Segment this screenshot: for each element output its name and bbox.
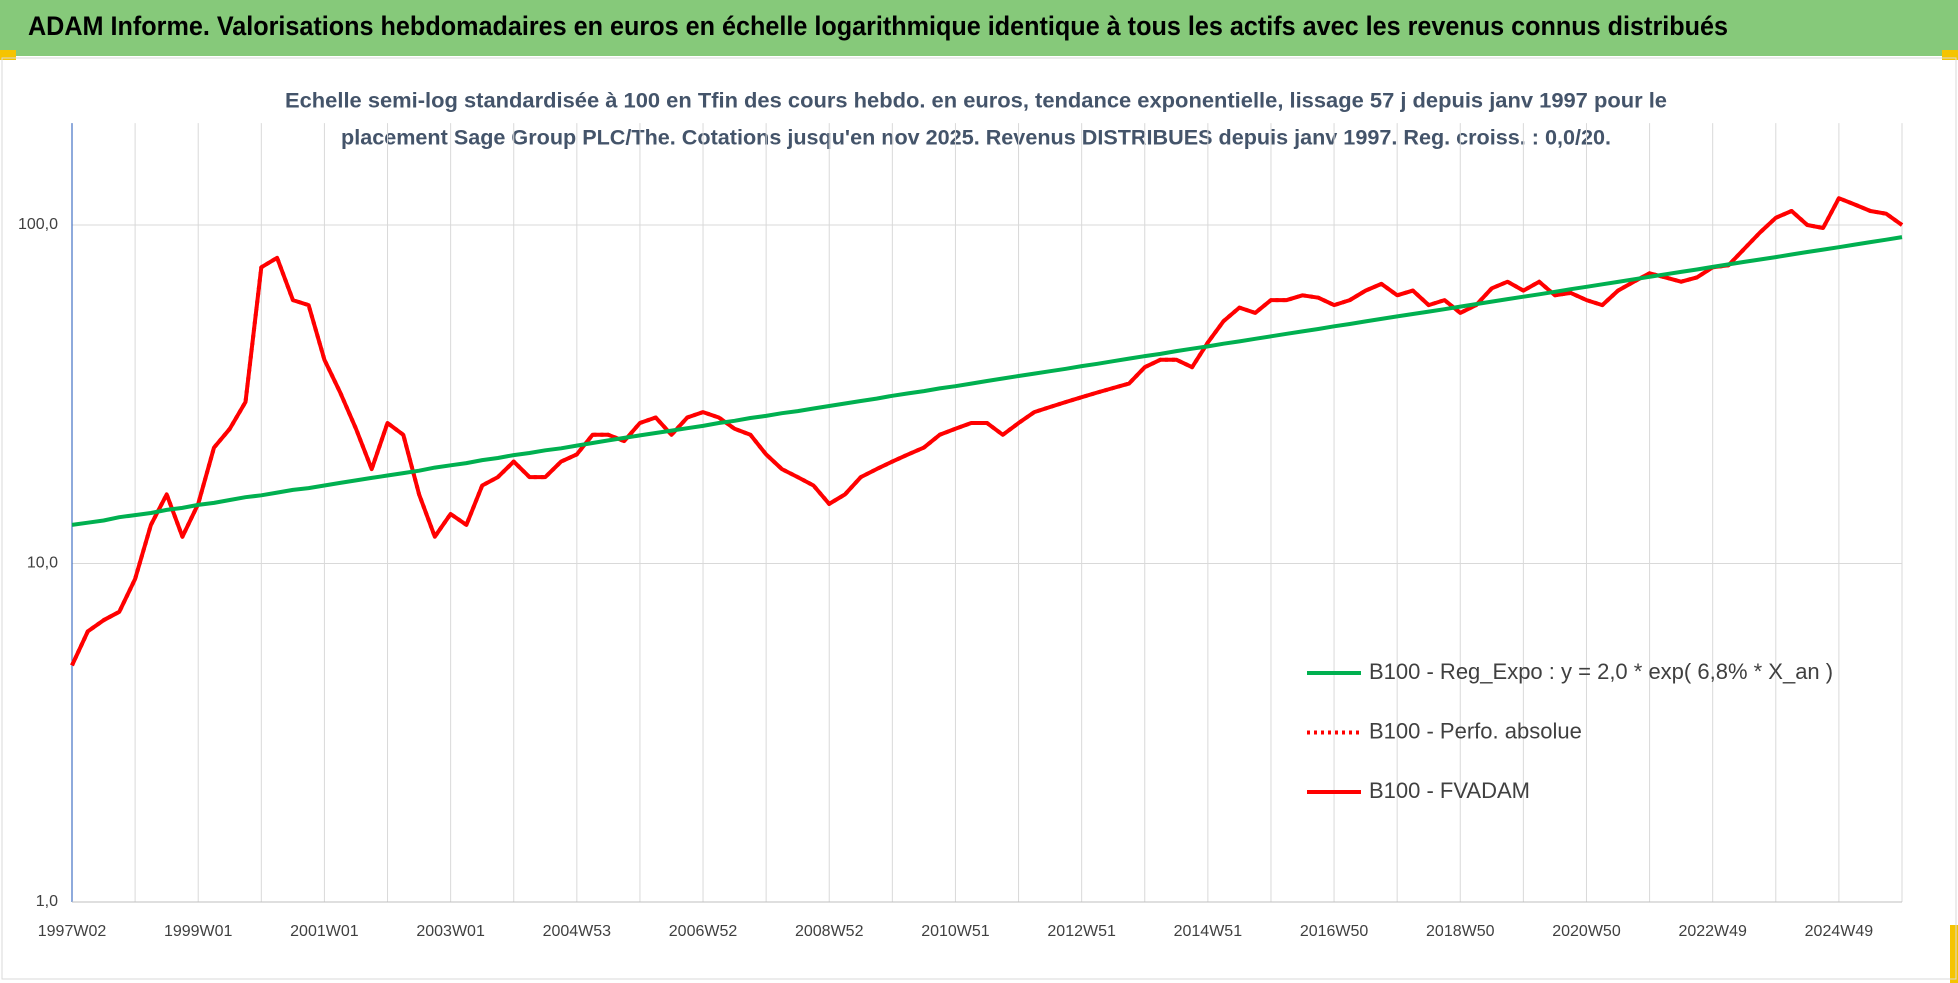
x-tick-label: 2022W49 xyxy=(1678,923,1747,940)
x-tick-label: 2016W50 xyxy=(1300,923,1369,940)
page-title: ADAM Informe. Valorisations hebdomadaire… xyxy=(28,11,1728,41)
legend-label: B100 - FVADAM xyxy=(1369,778,1530,803)
chart-subtitle: Echelle semi-log standardisée à 100 en T… xyxy=(285,90,1667,113)
x-tick-label: 2004W53 xyxy=(543,923,612,940)
x-tick-label: 2018W50 xyxy=(1426,923,1495,940)
corner-mark xyxy=(0,50,16,60)
x-tick-label: 2006W52 xyxy=(669,923,738,940)
x-tick-label: 1997W02 xyxy=(38,923,107,940)
series-line xyxy=(71,235,1903,527)
y-tick-label: 100,0 xyxy=(18,216,58,233)
x-tick-label: 2010W51 xyxy=(921,923,990,940)
x-tick-label: 2001W01 xyxy=(290,923,359,940)
x-tick-label: 2012W51 xyxy=(1047,923,1116,940)
x-tick-label: 2003W01 xyxy=(416,923,485,940)
x-tick-label: 2008W52 xyxy=(795,923,864,940)
x-tick-label: 2014W51 xyxy=(1174,923,1243,940)
x-tick-label: 2020W50 xyxy=(1552,923,1621,940)
corner-mark xyxy=(1942,50,1958,60)
y-tick-label: 1,0 xyxy=(36,893,58,910)
x-tick-label: 1999W01 xyxy=(164,923,233,940)
corner-mark xyxy=(1950,925,1958,983)
legend-label: B100 - Reg_Expo : y = 2,0 * exp( 6,8% * … xyxy=(1369,659,1833,684)
chart-subtitle: placement Sage Group PLC/The. Cotations … xyxy=(341,127,1611,150)
plot-area: 1,0 10,0 100,0 1997W02 1999W01 2001W01 2003W01… xyxy=(18,123,1904,940)
series-line xyxy=(70,196,1904,667)
y-tick-label: 10,0 xyxy=(27,555,58,572)
legend-label: B100 - Perfo. absolue xyxy=(1369,718,1582,743)
banner xyxy=(0,0,1958,56)
chart-frame xyxy=(1,57,1957,980)
x-tick-label: 2024W49 xyxy=(1805,923,1874,940)
